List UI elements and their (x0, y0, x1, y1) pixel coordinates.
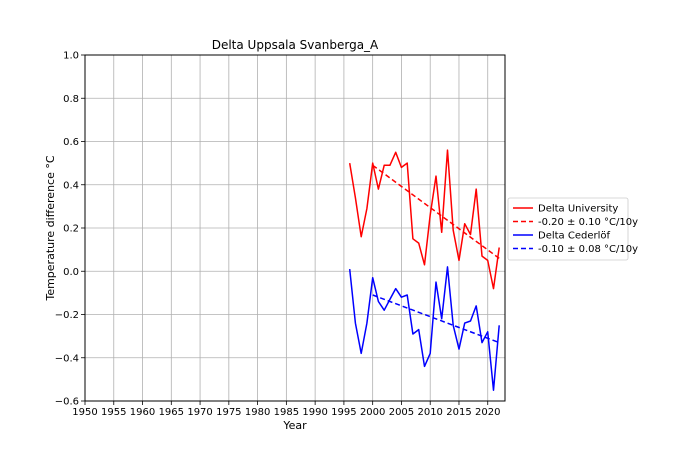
x-tick-label: 2015 (446, 407, 471, 418)
x-tick-label: 1950 (72, 407, 97, 418)
x-tick-label: 1960 (130, 407, 155, 418)
x-tick-label: 1975 (216, 407, 241, 418)
y-tick-label: −0.4 (55, 353, 79, 364)
x-tick-label: 2005 (389, 407, 414, 418)
y-tick-label: 0.2 (63, 224, 79, 235)
series-line-3 (372, 294, 500, 344)
legend: Delta University -0.20 ± 0.10 °C/10y Delta… (507, 197, 638, 261)
chart-title: Delta Uppsala Svanberga_A (212, 38, 379, 52)
y-tick-label: −0.2 (55, 310, 79, 321)
legend-label: Delta Cederlöf (538, 231, 611, 242)
x-tick-label: 1995 (331, 407, 356, 418)
x-tick-label: 1965 (159, 407, 184, 418)
x-tick-label: 1990 (302, 407, 327, 418)
series-line-2 (348, 266, 500, 391)
axis-ticks: 1950 1955 1960 1965 1970 1975 1980 1985 1990 1995… (55, 51, 501, 419)
series-line-1 (372, 164, 500, 259)
series-layer (348, 149, 500, 391)
x-tick-label: 2020 (475, 407, 500, 418)
legend-label: Delta University (538, 204, 618, 215)
x-tick-label: 1970 (187, 407, 212, 418)
legend-frame (507, 197, 629, 261)
y-tick-label: 1.0 (63, 51, 79, 62)
series-line-0 (348, 149, 500, 290)
grid (84, 54, 505, 402)
x-tick-label: 1985 (274, 407, 299, 418)
legend-label: -0.10 ± 0.08 °C/10y (538, 244, 638, 255)
legend-label: -0.20 ± 0.10 °C/10y (538, 217, 638, 228)
y-axis-label: Temperature difference °C (44, 155, 57, 301)
x-axis-label: Year (282, 419, 307, 432)
y-tick-label: 0.8 (63, 94, 79, 105)
x-tick-label: 1980 (245, 407, 270, 418)
y-tick-label: 0.6 (63, 137, 79, 148)
x-tick-label: 1955 (101, 407, 126, 418)
x-tick-label: 2000 (360, 407, 385, 418)
y-tick-label: 0.0 (63, 267, 79, 278)
x-tick-label: 2010 (417, 407, 442, 418)
y-tick-label: 0.4 (63, 180, 79, 191)
y-tick-label: −0.6 (55, 397, 79, 408)
